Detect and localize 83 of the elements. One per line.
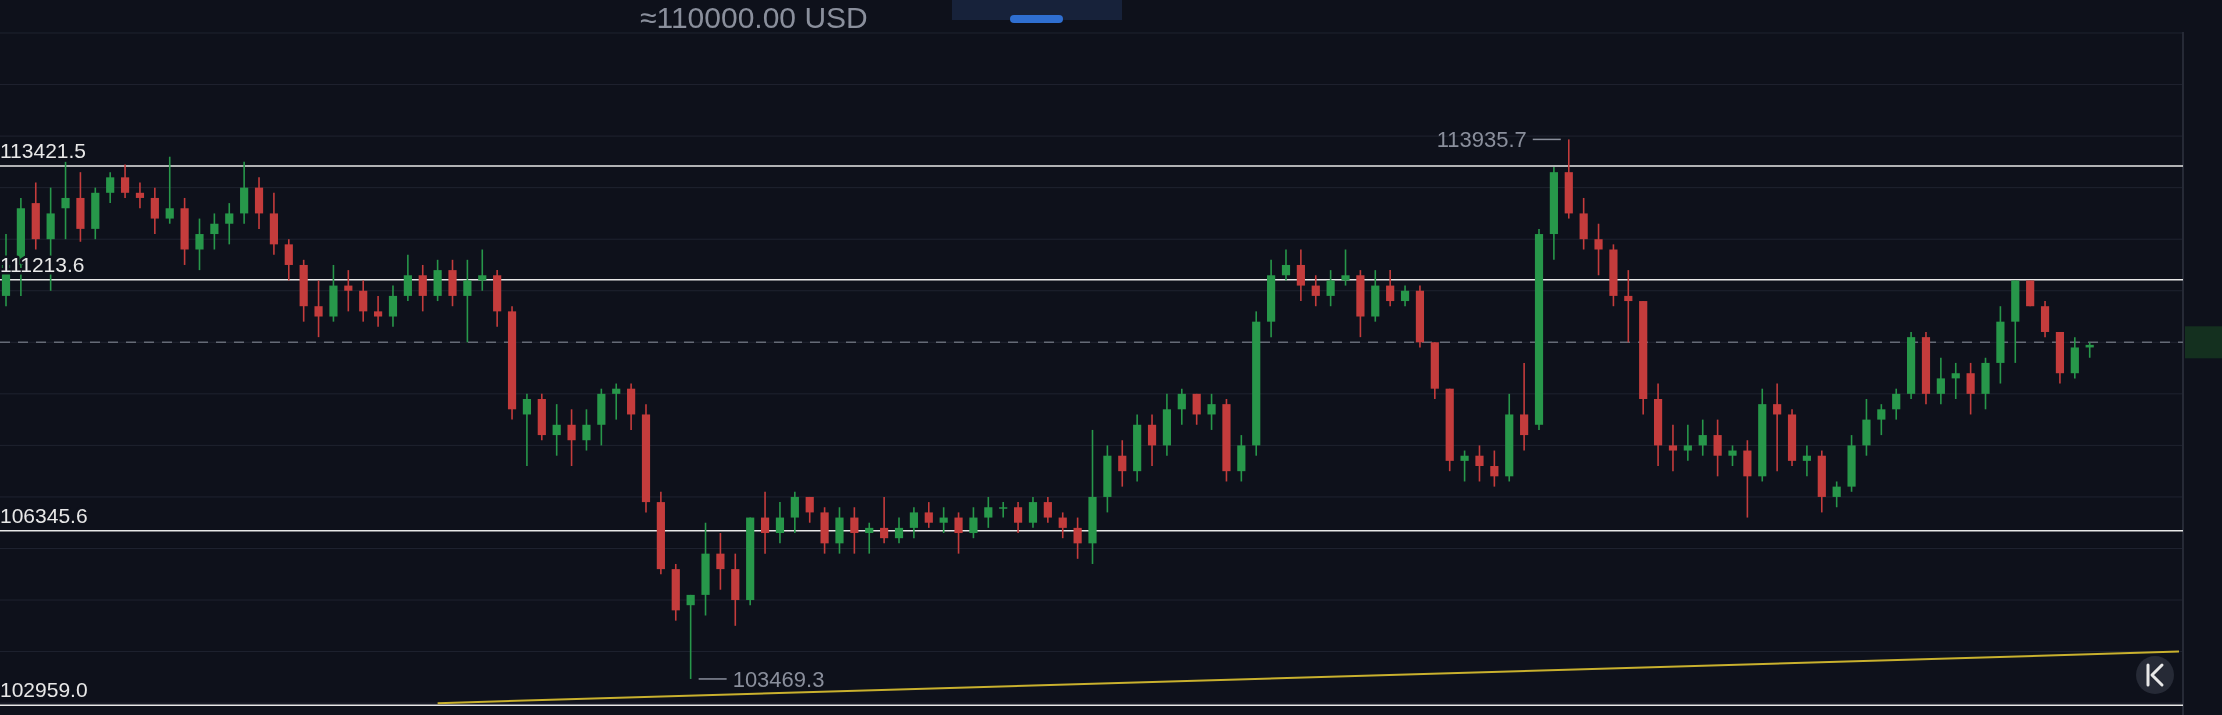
candlestick bbox=[1281, 248, 1291, 282]
candlestick bbox=[522, 393, 532, 467]
candlestick bbox=[1028, 496, 1038, 529]
candlestick bbox=[403, 253, 412, 302]
candlestick bbox=[374, 295, 383, 328]
candlestick bbox=[225, 202, 234, 246]
candlestick bbox=[1400, 284, 1410, 308]
candlestick bbox=[1683, 423, 1692, 462]
candlestick bbox=[1966, 362, 1975, 416]
candlestick bbox=[612, 382, 621, 421]
candlestick bbox=[552, 403, 561, 457]
candlestick bbox=[388, 284, 398, 328]
candlestick bbox=[1296, 248, 1305, 302]
candlestick bbox=[880, 496, 889, 545]
candlestick bbox=[1177, 387, 1186, 426]
candlestick bbox=[1013, 501, 1023, 534]
candlestick bbox=[567, 408, 576, 467]
candlestick bbox=[894, 516, 904, 545]
candlestick bbox=[195, 217, 204, 271]
ref-line-label: 102959.0 bbox=[0, 678, 88, 702]
candlestick bbox=[1341, 248, 1350, 287]
candlestick bbox=[1936, 356, 1945, 405]
candlestick bbox=[1773, 382, 1782, 472]
candlestick bbox=[120, 163, 130, 199]
candlestick bbox=[1594, 222, 1603, 277]
candlestick bbox=[1192, 393, 1201, 426]
candlestick bbox=[165, 155, 174, 225]
candlestick bbox=[478, 248, 487, 292]
candlestick bbox=[865, 521, 874, 555]
candlestick bbox=[135, 181, 145, 210]
candlestick bbox=[1698, 418, 1707, 457]
candlestick bbox=[1520, 362, 1529, 452]
candlestick bbox=[284, 238, 293, 282]
candlestick bbox=[969, 506, 978, 539]
candlestick bbox=[760, 490, 770, 555]
candlestick bbox=[984, 496, 993, 529]
candlestick bbox=[1311, 274, 1320, 308]
candlestick bbox=[924, 501, 933, 529]
candlestick bbox=[1147, 413, 1157, 467]
ref-line-label: 113421.5 bbox=[0, 138, 87, 162]
candlestick bbox=[1802, 444, 1812, 478]
candlestick bbox=[61, 161, 70, 240]
annotation: 103469.3 bbox=[732, 666, 825, 692]
candlestick bbox=[1728, 444, 1737, 467]
ref-line-label: 106345.6 bbox=[0, 503, 88, 527]
candlestick bbox=[939, 506, 948, 534]
candlestick bbox=[1624, 269, 1633, 344]
candlestick bbox=[1043, 496, 1052, 524]
candlestick bbox=[418, 264, 427, 313]
candlestick bbox=[1832, 480, 1841, 509]
candlestick bbox=[1951, 362, 1960, 400]
candlestick bbox=[686, 594, 695, 680]
candlestick bbox=[106, 171, 115, 204]
candlestick bbox=[210, 212, 219, 251]
candlestick bbox=[1073, 516, 1082, 560]
candlestick bbox=[1490, 449, 1499, 488]
candlestick bbox=[150, 186, 159, 235]
candlestick bbox=[850, 506, 859, 555]
candlestick bbox=[1877, 403, 1886, 436]
candlestick bbox=[1460, 449, 1469, 483]
candlestick bbox=[314, 279, 323, 338]
candlestick bbox=[344, 269, 353, 313]
candlestick bbox=[359, 279, 368, 323]
candlestick bbox=[463, 259, 472, 344]
candlestick bbox=[1475, 444, 1484, 483]
candlestick bbox=[1326, 269, 1335, 308]
candlestick bbox=[805, 496, 814, 524]
candlestick bbox=[775, 501, 785, 545]
chart-subtitle: ≈110000.00 USD bbox=[640, 1, 868, 34]
candlestick bbox=[582, 408, 591, 452]
candlestick bbox=[1207, 393, 1216, 431]
candlestick bbox=[954, 511, 963, 555]
candlestick bbox=[1118, 439, 1127, 488]
candlestick bbox=[1892, 387, 1901, 421]
candlestick bbox=[999, 501, 1008, 519]
annotation: 113935.7 bbox=[1436, 127, 1527, 153]
candlestick bbox=[909, 506, 918, 539]
candlestick bbox=[1713, 418, 1722, 478]
candlestick bbox=[1386, 269, 1395, 308]
candlestick bbox=[716, 532, 725, 591]
candlestick bbox=[1058, 511, 1067, 539]
candlestick bbox=[790, 490, 799, 534]
candlestick bbox=[1668, 423, 1678, 472]
